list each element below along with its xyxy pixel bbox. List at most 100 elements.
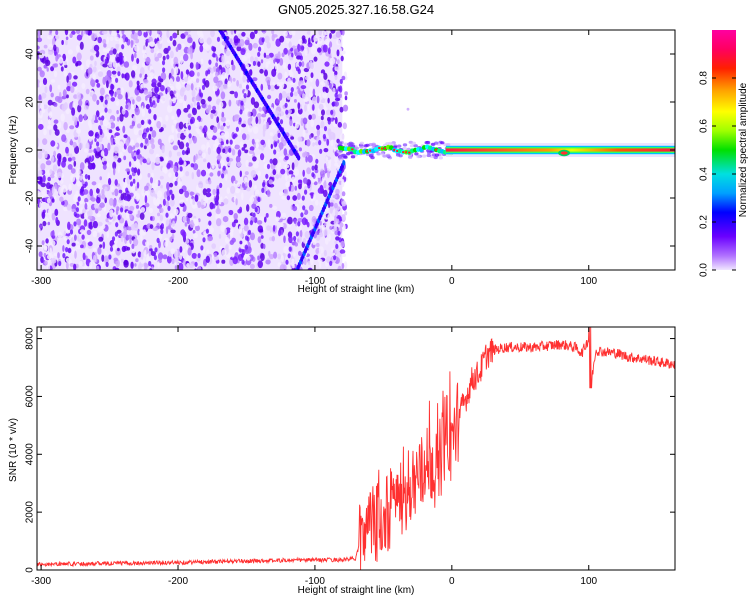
noise-speckle (216, 185, 220, 190)
noise-speckle (82, 252, 86, 261)
noise-speckle (277, 72, 283, 80)
noise-speckle (97, 228, 103, 232)
noise-streak (131, 167, 135, 173)
noise-speckle (75, 30, 81, 35)
noise-speckle (131, 30, 135, 35)
noise-speckle (342, 122, 347, 130)
noise-speckle (260, 139, 266, 145)
noise-speckle (333, 215, 337, 224)
noise-speckle (262, 106, 266, 112)
noise-speckle (304, 104, 307, 112)
noise-speckle (279, 35, 285, 43)
noise-speckle (302, 93, 306, 100)
noise-speckle (293, 218, 297, 225)
noise-speckle (154, 56, 160, 62)
noise-speckle (269, 225, 272, 233)
noise-speckle (237, 33, 243, 39)
noise-speckle (221, 111, 225, 119)
noise-speckle (125, 168, 130, 172)
noise-speckle (140, 207, 146, 213)
noise-speckle (309, 92, 313, 98)
noise-speckle (303, 257, 307, 266)
noise-speckle (324, 61, 330, 67)
noise-streak (208, 211, 212, 217)
noise-speckle (37, 66, 42, 72)
noise-streak (338, 237, 342, 243)
noise-speckle (38, 251, 43, 258)
noise-speckle (94, 60, 97, 67)
noise-speckle (246, 204, 250, 212)
noise-speckle (270, 84, 275, 92)
noise-speckle (40, 163, 46, 171)
noise-speckle (139, 212, 145, 220)
noise-speckle (108, 50, 114, 56)
spectrogram-y-tick-label: -40 (25, 238, 36, 253)
noise-speckle (92, 247, 97, 253)
noise-speckle (48, 111, 53, 119)
noise-speckle (50, 79, 56, 83)
noise-speckle (278, 81, 285, 90)
noise-speckle (96, 146, 101, 152)
noise-speckle (209, 172, 214, 177)
noise-speckle (83, 105, 90, 111)
noise-speckle (57, 252, 60, 259)
noise-speckle (53, 44, 57, 52)
noise-speckle (264, 69, 268, 77)
noise-speckle (320, 120, 325, 129)
noise-speckle (319, 200, 323, 208)
noise-speckle (206, 249, 210, 255)
noise-speckle (165, 226, 169, 235)
noise-speckle (99, 128, 103, 135)
noise-speckle (94, 138, 97, 142)
noise-speckle (99, 143, 103, 151)
noise-speckle (257, 61, 261, 67)
noise-speckle (150, 189, 156, 197)
noise-speckle (260, 83, 264, 91)
noise-speckle (159, 214, 164, 221)
noise-speckle (257, 255, 260, 261)
noise-speckle (75, 62, 79, 67)
noise-speckle (65, 146, 69, 154)
noise-speckle (150, 48, 155, 54)
noise-speckle (168, 172, 172, 178)
noise-speckle (115, 208, 119, 215)
noise-streak (89, 164, 93, 170)
noise-speckle (136, 137, 141, 143)
noise-speckle (222, 83, 229, 90)
noise-speckle (106, 36, 109, 45)
noise-streak (117, 215, 121, 221)
noise-speckle (192, 200, 196, 205)
noise-speckle (79, 41, 84, 50)
noise-speckle (69, 33, 73, 39)
noise-speckle (189, 70, 195, 77)
noise-speckle (151, 143, 156, 149)
noise-speckle (228, 216, 234, 223)
noise-speckle (230, 228, 234, 233)
noise-speckle (178, 188, 184, 195)
noise-speckle (187, 37, 193, 44)
noise-speckle (341, 200, 347, 207)
noise-speckle (71, 208, 76, 213)
noise-streak (244, 244, 248, 250)
noise-speckle (312, 142, 315, 147)
noise-streak (104, 107, 108, 113)
snr-x-label: Height of straight line (km) (298, 585, 415, 596)
tone-notch-core (560, 151, 568, 155)
noise-speckle (231, 149, 236, 156)
noise-streak (179, 166, 183, 172)
noise-speckle (277, 162, 282, 168)
noise-speckle (195, 153, 198, 160)
noise-speckle (339, 249, 346, 254)
noise-speckle (98, 236, 104, 242)
spectrogram-y-axis: -40 -20 0 20 40 (25, 48, 675, 253)
noise-streak (148, 119, 152, 125)
noise-speckle (160, 126, 164, 132)
noise-streak (295, 231, 299, 237)
noise-speckle (265, 213, 269, 218)
noise-speckle (145, 123, 150, 129)
chart-title: GN05.2025.327.16.58.G24 (278, 2, 434, 17)
noise-speckle (131, 120, 136, 127)
noise-speckle (218, 198, 222, 205)
noise-speckle (235, 100, 239, 105)
noise-speckle (47, 51, 53, 55)
